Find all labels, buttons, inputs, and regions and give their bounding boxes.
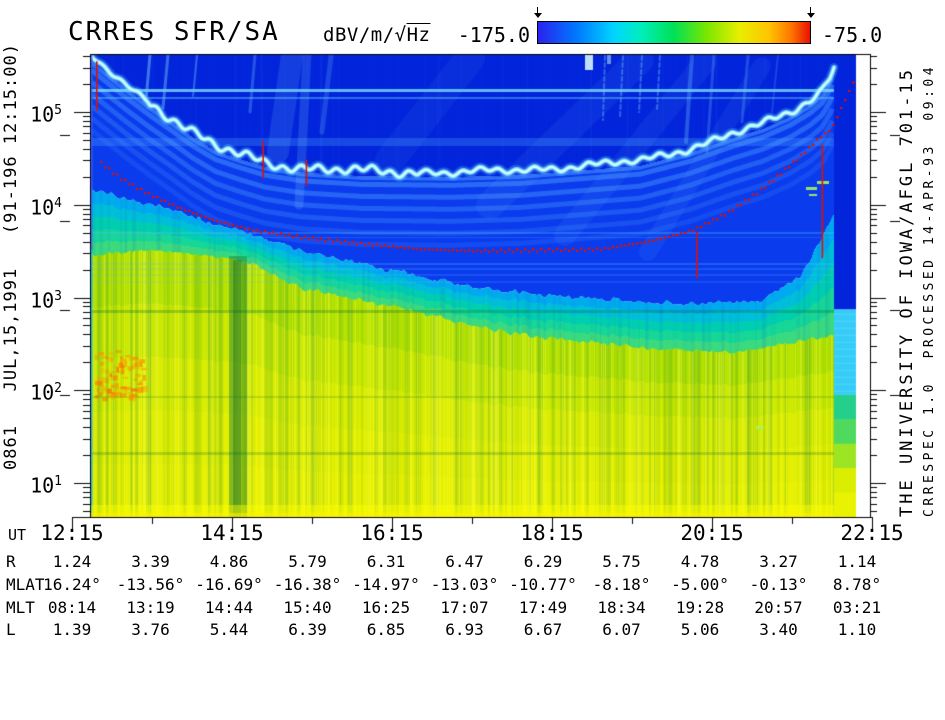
ephemeris-cell: 5.06 xyxy=(680,620,720,639)
ephemeris-cell: 3.27 xyxy=(759,552,798,571)
ephemeris-cell: -16.69° xyxy=(195,575,263,594)
ephemeris-cell: 1.39 xyxy=(52,620,92,639)
ephemeris-cell: -16.38° xyxy=(273,575,342,594)
x-tick-label: 16:15 xyxy=(360,521,424,545)
ephemeris-cell: 20:57 xyxy=(754,598,803,617)
page-title: CRRES SFR/SA xyxy=(68,17,280,47)
ephemeris-cell: 15:40 xyxy=(283,598,332,617)
ephemeris-cell: 16:25 xyxy=(361,598,411,617)
ephemeris-cell: 13:19 xyxy=(126,598,175,617)
colorbar-gradient xyxy=(537,21,811,44)
ephemeris-cell: 1.14 xyxy=(837,552,877,571)
spectrogram-canvas xyxy=(55,48,900,532)
ephemeris-cell: 17:49 xyxy=(518,598,568,617)
ephemeris-cell: -0.13° xyxy=(749,575,808,594)
ephemeris-cell: 6.47 xyxy=(445,552,484,571)
colorbar-arrow-right-icon xyxy=(806,7,815,19)
ephemeris-cell: 08:14 xyxy=(47,598,97,617)
ephemeris-cell: 3.39 xyxy=(131,552,170,571)
ephemeris-cell: 5.79 xyxy=(288,552,327,571)
ephemeris-cell: 6.29 xyxy=(523,552,563,571)
colorbar-max-label: -75.0 xyxy=(822,23,883,47)
ephemeris-cell: 14:44 xyxy=(204,598,254,617)
ephemeris-cell: 16.24° xyxy=(43,575,101,594)
ephemeris-cell: 03:21 xyxy=(832,598,882,617)
ephemeris-cell: 1.24 xyxy=(52,552,92,571)
ephemeris-cell: 3.40 xyxy=(759,620,798,639)
colorbar-units-main: dBV/m/√ xyxy=(323,24,407,46)
ephemeris-row-label: R xyxy=(6,552,16,571)
ephemeris-cell: 18:34 xyxy=(597,598,646,617)
ephemeris-row-label: MLAT xyxy=(6,575,45,594)
ephemeris-cell: 17:07 xyxy=(440,598,489,617)
ephemeris-row-label: L xyxy=(6,620,16,639)
x-tick-label: 22:15 xyxy=(840,521,904,545)
ephemeris-cell: 6.67 xyxy=(523,620,563,639)
ephemeris-cell: 4.78 xyxy=(680,552,720,571)
ephemeris-cell: 6.93 xyxy=(445,620,484,639)
ephemeris-cell: -10.77° xyxy=(509,575,577,594)
ephemeris-row-label: MLT xyxy=(6,598,35,617)
institution-label: THE UNIVERSITY OF IOWA/AFGL 701-15 xyxy=(897,67,917,517)
ephemeris-cell: 6.39 xyxy=(288,620,327,639)
ephemeris-cell: 6.85 xyxy=(366,620,406,639)
ephemeris-cell: 6.07 xyxy=(602,620,641,639)
ephemeris-cell: 4.86 xyxy=(209,552,249,571)
colorbar-min-label: -175.0 xyxy=(457,23,530,47)
ephemeris-cell: -14.97° xyxy=(352,575,420,594)
y-tick-label: 105 xyxy=(30,102,62,127)
ephemeris-cell: 5.75 xyxy=(602,552,641,571)
ephemeris-cell: -5.00° xyxy=(671,575,729,594)
ephemeris-cell: 5.44 xyxy=(209,620,249,639)
colorbar-arrow-left-icon xyxy=(533,7,542,19)
ephemeris-cell: 8.78° xyxy=(832,575,882,594)
ephemeris-cell: -13.03° xyxy=(430,575,499,594)
ephemeris-cell: 1.10 xyxy=(837,620,877,639)
y-tick-label: 101 xyxy=(30,473,62,498)
x-tick-label: 18:15 xyxy=(520,521,584,545)
ut-axis-label: UT xyxy=(8,526,27,544)
orbit-date-label: 0861 JUL,15,1991 (91-196 12:15:00) xyxy=(1,43,21,470)
ephemeris-cell: 19:28 xyxy=(675,598,725,617)
x-tick-label: 20:15 xyxy=(680,521,744,545)
x-tick-label: 14:15 xyxy=(200,521,264,545)
y-tick-label: 102 xyxy=(30,380,62,405)
processing-label: CRRESPEC 1.0 PROCESSED 14-APR-93 09:04 xyxy=(922,63,937,517)
ephemeris-cell: 6.31 xyxy=(366,552,406,571)
ephemeris-cell: -8.18° xyxy=(592,575,651,594)
x-tick-label: 12:15 xyxy=(40,521,104,545)
colorbar-units: dBV/m/√Hz xyxy=(323,24,430,46)
y-tick-label: 104 xyxy=(30,195,62,220)
y-tick-label: 103 xyxy=(30,288,62,313)
ephemeris-cell: 3.76 xyxy=(131,620,170,639)
colorbar-units-root: Hz xyxy=(406,24,431,46)
ephemeris-cell: -13.56° xyxy=(116,575,185,594)
